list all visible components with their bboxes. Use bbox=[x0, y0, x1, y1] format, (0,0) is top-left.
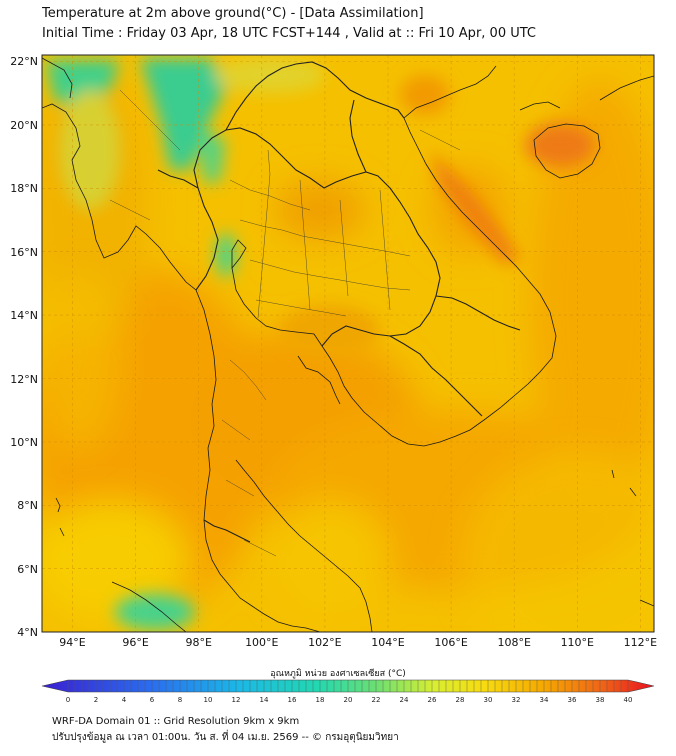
lon-tick-label: 108°E bbox=[497, 636, 530, 649]
lat-tick-label: 8°N bbox=[17, 499, 38, 512]
borders bbox=[157, 61, 521, 543]
colorbar-label: 40 bbox=[624, 696, 633, 704]
map-subtitle: Initial Time : Friday 03 Apr, 18 UTC FCS… bbox=[42, 26, 536, 41]
province-lines bbox=[109, 89, 461, 557]
lon-tick-label: 112°E bbox=[624, 636, 657, 649]
footer-model-info: WRF-DA Domain 01 :: Grid Resolution 9km … bbox=[52, 716, 300, 727]
colorbar-label: 14 bbox=[260, 696, 269, 704]
colorbar-label: 18 bbox=[316, 696, 325, 704]
coastlines bbox=[42, 57, 654, 632]
lon-tick-label: 102°E bbox=[308, 636, 341, 649]
lat-tick-label: 10°N bbox=[10, 436, 38, 449]
colorbar-label: 10 bbox=[204, 696, 213, 704]
lon-tick-label: 106°E bbox=[434, 636, 467, 649]
lat-tick-label: 18°N bbox=[10, 182, 38, 195]
gridlines bbox=[42, 55, 654, 632]
lon-tick-label: 104°E bbox=[371, 636, 404, 649]
colorbar-label: 16 bbox=[288, 696, 297, 704]
colorbar-label: 32 bbox=[512, 696, 521, 704]
colorbar: 0 2 4 6 8 10 12 14 16 18 20 22 24 26 28 30 32 34 36 38 40 bbox=[41, 679, 655, 704]
colorbar-title: อุณหภูมิ หน่วย องศาเซลเซียส (°C) bbox=[270, 669, 406, 679]
map-title: Temperature at 2m above ground(°C) - [Da… bbox=[42, 6, 424, 21]
colorbar-label: 2 bbox=[94, 696, 98, 704]
colorbar-label: 4 bbox=[122, 696, 127, 704]
colorbar-label: 30 bbox=[484, 696, 493, 704]
lon-tick-label: 100°E bbox=[245, 636, 278, 649]
colorbar-label: 12 bbox=[232, 696, 241, 704]
lat-tick-label: 22°N bbox=[10, 55, 38, 68]
colorbar-label: 28 bbox=[456, 696, 465, 704]
lat-axis: 22°N 20°N 18°N 16°N 14°N 12°N 10°N 8°N 6… bbox=[10, 55, 38, 639]
lon-axis: 94°E 96°E 98°E 100°E 102°E 104°E 106°E 1… bbox=[59, 636, 657, 649]
colorbar-label: 36 bbox=[568, 696, 577, 704]
colorbar-label: 20 bbox=[344, 696, 353, 704]
colorbar-label: 38 bbox=[596, 696, 605, 704]
colorbar-label: 6 bbox=[150, 696, 155, 704]
lat-tick-label: 20°N bbox=[10, 119, 38, 132]
lat-tick-label: 16°N bbox=[10, 246, 38, 259]
lon-tick-label: 98°E bbox=[185, 636, 211, 649]
temperature-field bbox=[42, 55, 654, 632]
colorbar-ticks: 0 2 4 6 8 10 12 14 16 18 20 22 24 26 28 30 32 34 36 38 40 bbox=[66, 680, 633, 704]
lon-tick-label: 110°E bbox=[561, 636, 594, 649]
lon-tick-label: 94°E bbox=[59, 636, 85, 649]
lon-tick-label: 96°E bbox=[122, 636, 148, 649]
colorbar-label: 24 bbox=[400, 696, 409, 704]
colorbar-label: 26 bbox=[428, 696, 437, 704]
map-frame bbox=[41, 54, 655, 633]
colorbar-label: 34 bbox=[540, 696, 549, 704]
lat-tick-label: 6°N bbox=[17, 563, 38, 576]
lat-tick-label: 14°N bbox=[10, 309, 38, 322]
lat-tick-label: 12°N bbox=[10, 373, 38, 386]
colorbar-label: 8 bbox=[178, 696, 182, 704]
lat-tick-label: 4°N bbox=[17, 626, 38, 639]
footer-update-info: ปรับปรุงข้อมูล ณ เวลา 01:00น. วัน ส. ที่… bbox=[52, 732, 399, 743]
colorbar-label: 0 bbox=[66, 696, 70, 704]
colorbar-label: 22 bbox=[372, 696, 381, 704]
